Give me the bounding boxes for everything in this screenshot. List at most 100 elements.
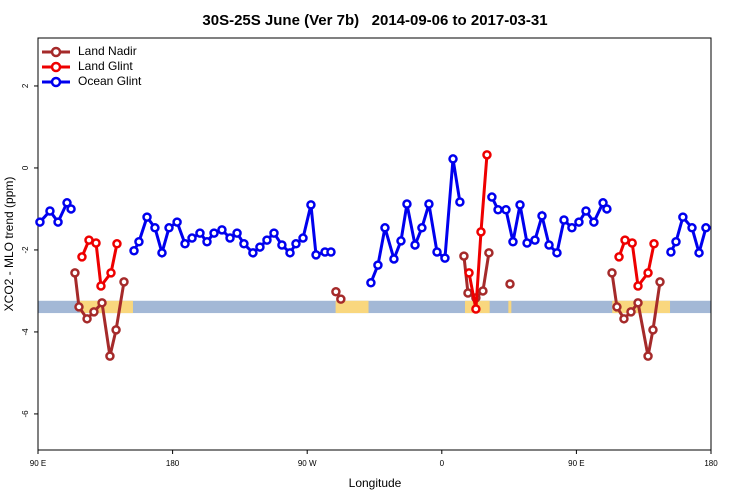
point (70, 268, 80, 278)
point (129, 246, 139, 256)
point (396, 236, 406, 246)
point (440, 253, 450, 263)
point (89, 307, 99, 317)
point (217, 225, 227, 235)
point (515, 200, 525, 210)
point (45, 206, 55, 216)
y-tick-label: -2 (21, 246, 30, 254)
point (448, 154, 458, 164)
point (484, 248, 494, 258)
point (150, 223, 160, 233)
point (666, 247, 676, 257)
point (559, 215, 569, 225)
point (530, 235, 540, 245)
point (96, 281, 106, 291)
point (248, 248, 258, 258)
point (619, 314, 629, 324)
point (380, 223, 390, 233)
point (432, 247, 442, 257)
point (552, 248, 562, 258)
point (195, 228, 205, 238)
point (262, 235, 272, 245)
x-tick-label: 90 E (30, 459, 46, 468)
point (687, 223, 697, 233)
point (74, 302, 84, 312)
legend-marker (50, 76, 62, 88)
point (471, 304, 481, 314)
point (493, 205, 503, 215)
point (614, 252, 624, 262)
point (643, 268, 653, 278)
point (463, 288, 473, 298)
point (112, 239, 122, 249)
point (455, 197, 465, 207)
y-tick-label: 0 (21, 165, 30, 170)
point (35, 217, 45, 227)
point (633, 298, 643, 308)
point (459, 251, 469, 261)
x-tick-label: 90 E (568, 459, 584, 468)
legend-marker (50, 61, 62, 73)
point (269, 228, 279, 238)
legend-label: Ocean Glint (78, 74, 142, 88)
point (202, 236, 212, 247)
point (648, 325, 658, 335)
band-highlight (508, 300, 512, 314)
point (82, 314, 92, 324)
point (187, 233, 197, 243)
plot-frame (37, 37, 712, 451)
chart-title: 30S-25S June (Ver 7b) 2014-09-06 to 2017… (202, 12, 547, 29)
point (306, 200, 316, 210)
point (505, 279, 515, 289)
point (487, 192, 497, 202)
point (311, 250, 321, 260)
point (402, 199, 412, 209)
point (53, 217, 63, 227)
point (537, 211, 547, 221)
legend-label: Land Nadir (78, 44, 137, 58)
y-tick-label: -6 (21, 410, 30, 418)
point (106, 268, 116, 278)
point (671, 236, 681, 247)
point (298, 233, 308, 243)
point (633, 281, 643, 291)
point (291, 239, 301, 249)
point (501, 205, 511, 215)
point (142, 212, 152, 222)
point (366, 277, 376, 288)
series-line (38, 158, 708, 284)
point (105, 351, 115, 361)
point (612, 302, 622, 312)
x-tick-label: 180 (704, 459, 718, 468)
point (417, 223, 427, 233)
point (627, 238, 637, 248)
point (522, 238, 532, 248)
point (643, 351, 653, 361)
y-axis-label: XCO2 - MLO trend (ppm) (2, 177, 16, 312)
point (678, 212, 688, 222)
point (336, 294, 346, 304)
point (649, 239, 659, 249)
point (655, 277, 665, 287)
point (373, 260, 383, 270)
point (91, 238, 101, 248)
x-axis-label: Longitude (349, 476, 402, 490)
point (172, 217, 182, 227)
point (134, 236, 144, 247)
point (97, 298, 107, 308)
point (544, 240, 554, 250)
point (581, 206, 591, 216)
point (157, 248, 167, 258)
y-tick-label: 2 (21, 83, 30, 88)
x-tick-label: 90 W (298, 459, 317, 468)
point (331, 287, 341, 297)
point (225, 233, 235, 243)
point (255, 242, 265, 252)
point (424, 199, 434, 209)
point (574, 217, 584, 227)
point (602, 204, 612, 214)
point (111, 325, 121, 335)
point (626, 307, 636, 317)
band-highlight (335, 300, 369, 314)
